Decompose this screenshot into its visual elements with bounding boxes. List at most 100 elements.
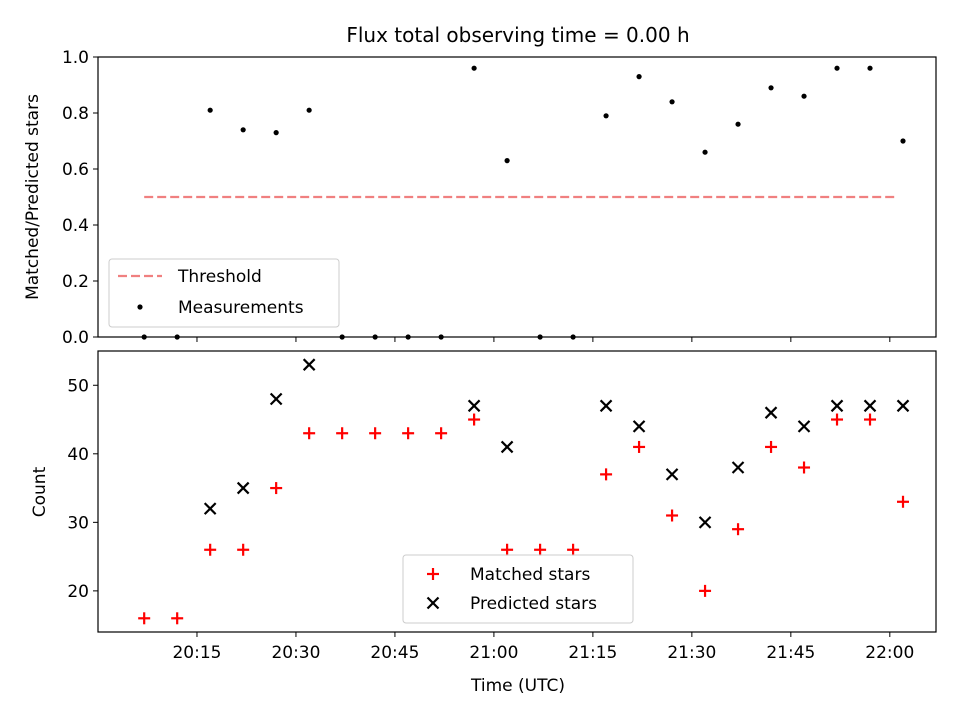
top-y-axis-label: Matched/Predicted stars (23, 94, 43, 300)
measurement-point (570, 334, 576, 340)
legend-threshold-label: Threshold (177, 267, 262, 287)
top-y-tick-label: 0.6 (62, 160, 89, 180)
matched-star-point (567, 543, 580, 556)
top-legend-box (108, 258, 340, 328)
predicted-star-point (764, 406, 778, 419)
measurement-point (801, 93, 807, 99)
legend-measurements-swatch (137, 304, 143, 310)
measurement-point (207, 107, 213, 113)
bottom-x-tick-label: 21:00 (469, 643, 518, 663)
predicted-star-point (665, 468, 679, 481)
top-y-tick-label: 0.4 (62, 216, 89, 236)
legend-predicted-marker (426, 596, 440, 610)
predicted-star-point (467, 399, 481, 413)
matched-star-point (336, 427, 349, 440)
matched-star-point (369, 427, 382, 440)
matched-star-point (633, 440, 646, 453)
predicted-star-point (500, 440, 514, 454)
measurement-point (537, 334, 543, 340)
bottom-legend: Matched stars Predicted stars (402, 554, 634, 624)
matched-star-point (138, 612, 151, 625)
bottom-y-tick-label: 50 (67, 376, 89, 396)
predicted-star-point (896, 399, 910, 413)
bottom-plot-marks (138, 358, 910, 625)
bottom-x-tick-label: 22:00 (865, 643, 914, 663)
matched-star-point (501, 543, 514, 556)
measurement-point (900, 138, 906, 144)
top-legend: Threshold Measurements (108, 258, 340, 328)
bottom-x-axis: 20:15 20:30 20:45 21:00 21:15 21:30 21:45 22:00 (172, 632, 914, 663)
predicted-star-point (863, 399, 877, 413)
predicted-star-point (632, 420, 646, 433)
predicted-star-point (830, 399, 844, 413)
matched-star-point (897, 495, 910, 508)
measurement-point (768, 85, 774, 91)
matched-star-point (204, 543, 217, 556)
measurement-point (339, 334, 345, 340)
matched-star-point (699, 584, 712, 597)
measurement-point (240, 127, 246, 133)
predicted-star-point (698, 516, 712, 529)
bottom-plot-frame (97, 350, 937, 633)
measurement-point (735, 121, 741, 127)
matched-star-point (600, 468, 613, 481)
chart-title: Flux total observing time = 0.00 h (346, 23, 689, 47)
legend-matched-swatch (427, 568, 439, 580)
bottom-x-axis-label: Time (UTC) (470, 676, 565, 696)
matched-star-point (402, 427, 415, 440)
predicted-star-point (797, 420, 811, 433)
measurement-point (702, 149, 708, 155)
bottom-legend-box (402, 554, 634, 624)
bottom-y-tick-label: 30 (67, 513, 89, 533)
measurement-point (603, 113, 609, 119)
matched-star-point (534, 543, 547, 556)
bottom-x-tick-label: 21:15 (568, 643, 617, 663)
top-y-tick-label: 1.0 (62, 48, 89, 68)
matched-star-point (864, 413, 877, 426)
bottom-x-tick-label: 20:45 (370, 643, 419, 663)
top-y-axis: 0.0 0.2 0.4 0.6 0.8 1.0 (62, 48, 98, 348)
top-x-axis (196, 337, 891, 342)
measurement-point (273, 130, 279, 136)
measurement-point (504, 158, 510, 164)
matched-star-point (270, 482, 283, 495)
predicted-star-point (731, 461, 745, 474)
measurement-point (405, 334, 411, 340)
top-y-tick-label: 0.2 (62, 272, 89, 292)
measurement-point (867, 65, 873, 71)
measurement-point (141, 334, 147, 340)
matched-star-point (732, 523, 745, 536)
bottom-x-tick-label: 20:15 (172, 643, 221, 663)
matched-star-point (765, 440, 778, 453)
bottom-y-tick-label: 20 (67, 582, 89, 602)
matched-star-point (435, 427, 448, 440)
measurement-point (306, 107, 312, 113)
bottom-y-tick-label: 40 (67, 445, 89, 465)
predicted-star-point (203, 502, 217, 515)
matched-star-point (468, 413, 481, 426)
legend-measurements-label: Measurements (178, 298, 304, 318)
measurement-point (372, 334, 378, 340)
top-y-tick-label: 0.0 (62, 328, 89, 348)
measurement-point (636, 74, 642, 80)
matched-star-point (798, 461, 811, 474)
legend-predicted-label: Predicted stars (470, 594, 597, 614)
legend-matched-label: Matched stars (470, 565, 590, 585)
measurement-point (834, 65, 840, 71)
matched-star-point (831, 413, 844, 426)
legend-matched-marker (427, 568, 439, 580)
top-y-tick-label: 0.8 (62, 104, 89, 124)
top-plot-marks (141, 65, 906, 340)
matched-star-point (171, 612, 184, 625)
top-plot-frame (97, 56, 937, 338)
matched-star-point (237, 543, 250, 556)
legend-predicted-swatch (426, 596, 440, 610)
bottom-x-tick-label: 21:30 (667, 643, 716, 663)
predicted-star-point (269, 392, 283, 406)
measurement-point (471, 65, 477, 71)
top-panel: 0.0 0.2 0.4 0.6 0.8 1.0 Matched/Predicted sta… (23, 48, 937, 348)
measurement-point (174, 334, 180, 340)
matched-star-point (303, 427, 316, 440)
